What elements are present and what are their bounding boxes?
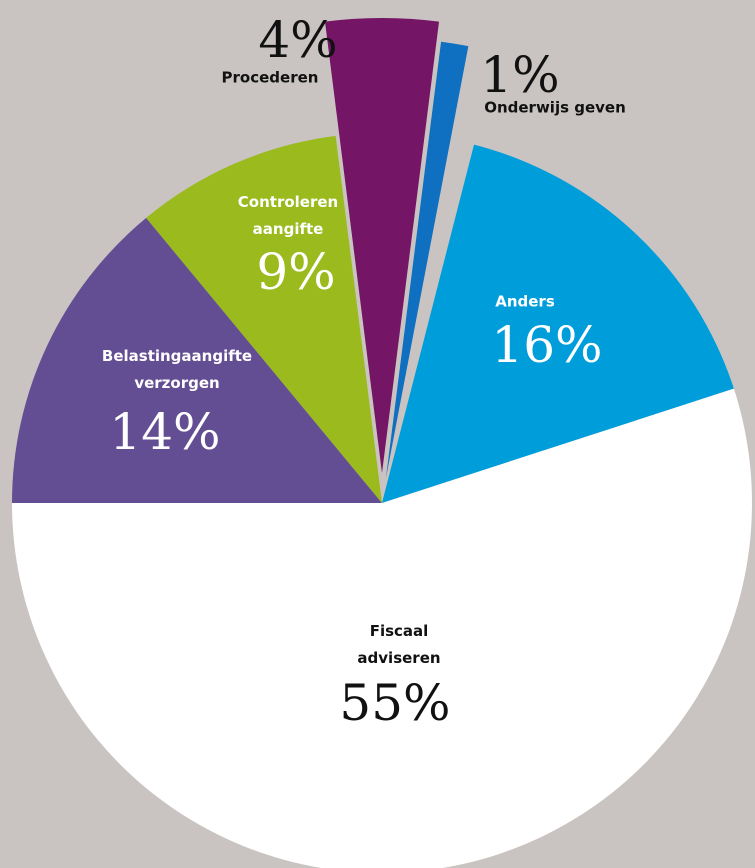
pie-slice	[146, 135, 382, 504]
value-label: 55%	[339, 674, 451, 732]
slice-label: Fiscaal adviseren	[357, 622, 441, 667]
pie-slice	[12, 388, 752, 868]
slice-label: Anders	[495, 292, 555, 311]
slice-label: Belastingaangifte verzorgen	[101, 347, 253, 392]
value-label: 9%	[256, 243, 336, 301]
value-label: 4%	[258, 11, 338, 69]
slice-label: Procederen	[221, 68, 319, 87]
slice-label: Onderwijs geven	[484, 98, 626, 117]
pie-slice	[12, 217, 382, 503]
value-label: 1%	[480, 46, 560, 104]
value-label: 16%	[491, 316, 603, 374]
pie-slice	[385, 41, 469, 479]
slice-label: Controleren aangifte	[237, 193, 339, 238]
pie-slice	[382, 144, 734, 503]
pie-slice	[324, 18, 440, 473]
value-label: 14%	[109, 403, 221, 461]
